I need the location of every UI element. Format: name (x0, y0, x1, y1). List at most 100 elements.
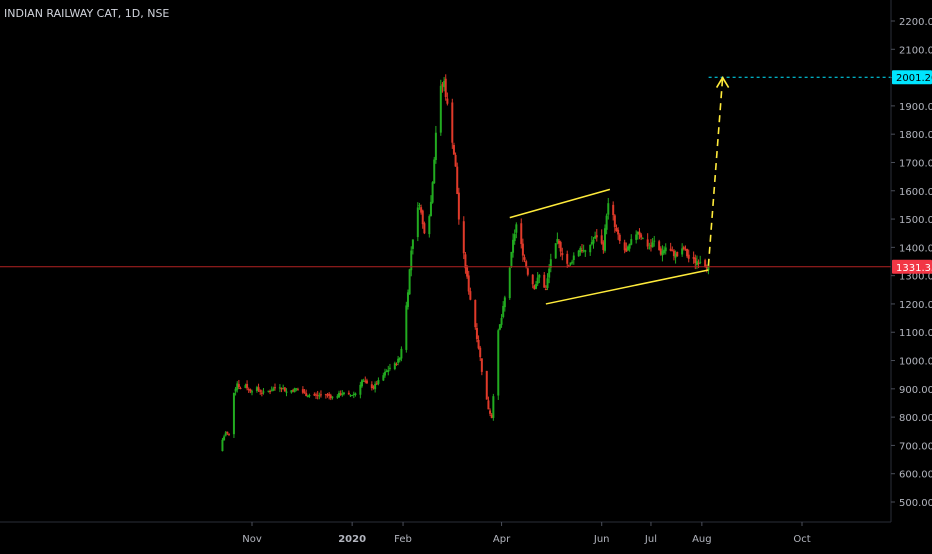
candle-body (515, 224, 518, 233)
candle-body (462, 221, 465, 254)
candle-body (457, 192, 460, 220)
candle-body (684, 249, 687, 251)
candle-body (533, 285, 536, 290)
y-tick-label: 1400.00 (899, 243, 932, 254)
candle-body (526, 268, 529, 275)
candle-body (224, 432, 227, 436)
candle-body (365, 380, 368, 384)
candle-body (618, 234, 621, 241)
x-tick-label: Apr (493, 534, 511, 545)
y-tick-label: 1000.00 (899, 357, 932, 368)
candle-body (646, 239, 649, 247)
candle-body (475, 327, 478, 340)
candle-body (479, 347, 482, 358)
candle-body (474, 299, 477, 328)
candle-body (282, 388, 285, 390)
candle-body (577, 250, 580, 257)
candle-body (559, 242, 562, 252)
candle-body (431, 182, 434, 203)
candle-body (398, 357, 401, 361)
candle-body (228, 433, 231, 435)
candle-body (374, 383, 377, 390)
candle-body (664, 247, 667, 252)
candle-body (513, 234, 516, 242)
candle-body (498, 324, 501, 330)
candle-body (408, 269, 411, 295)
candle-body (439, 85, 442, 133)
candle-body (423, 223, 426, 234)
y-tick-label: 2200.00 (899, 17, 932, 28)
candle-body (315, 394, 318, 396)
y-tick-label: 1800.00 (899, 130, 932, 141)
candle-body (454, 154, 457, 167)
projection-arrow-head (715, 76, 730, 88)
candle-body (421, 210, 424, 225)
x-tick-label: Jun (593, 534, 610, 545)
candle-body (338, 392, 341, 398)
candle-body (262, 391, 265, 393)
candle-body (370, 384, 373, 389)
candle-body (305, 393, 308, 396)
candle-body (487, 400, 490, 410)
candle-body (648, 247, 651, 249)
candle-body (638, 231, 641, 235)
candle-body (556, 238, 559, 243)
candle-body (490, 414, 493, 418)
y-tick-label: 1900.00 (899, 102, 932, 113)
candle-body (303, 391, 306, 393)
candle-body (535, 284, 538, 289)
candle-body (410, 250, 413, 271)
candle-body (292, 390, 295, 392)
candle-body (600, 235, 603, 244)
candle-body (692, 256, 695, 259)
candle-body (566, 253, 569, 264)
x-tick-label: Aug (692, 534, 712, 545)
candle-body (443, 80, 446, 88)
candle-body (704, 260, 707, 267)
candle-body (280, 388, 283, 390)
candle-body (544, 288, 547, 290)
candle-body (285, 391, 288, 393)
candle-body (295, 388, 298, 390)
candle-body (464, 254, 467, 269)
candle-body (497, 330, 500, 396)
candle-body (617, 229, 620, 235)
candle-body (477, 339, 480, 349)
x-tick-label: Feb (394, 534, 412, 545)
candle-body (485, 370, 488, 400)
candle-body (293, 388, 296, 392)
candle-body (306, 395, 309, 398)
candle-body (232, 392, 235, 435)
y-tick-label: 1500.00 (899, 215, 932, 226)
target-price-tag-bg (892, 70, 932, 85)
candle-body (649, 245, 652, 247)
candle-body (569, 262, 572, 265)
candle-body (508, 267, 511, 299)
candle-body (705, 266, 708, 269)
candle-body (579, 247, 582, 253)
candle-body (382, 375, 385, 381)
candle-body (628, 243, 631, 249)
candle-body (582, 250, 585, 252)
candle-body (296, 389, 299, 391)
candle-body (536, 277, 539, 284)
candle-body (388, 367, 391, 369)
candle-body (418, 205, 421, 207)
candle-body (429, 201, 432, 216)
candle-body (623, 242, 626, 251)
y-tick-label: 800.00 (899, 413, 932, 424)
candle-body (543, 274, 546, 288)
candle-body (653, 240, 656, 242)
candle-body (592, 239, 595, 244)
candle-body (452, 145, 455, 155)
candle-body (359, 384, 362, 395)
candle-body (351, 395, 354, 397)
candle-body (681, 248, 684, 255)
candle-body (651, 242, 654, 248)
candle-body (659, 248, 662, 255)
candle-body (641, 238, 644, 240)
candle-body (590, 242, 593, 245)
y-tick-label: 600.00 (899, 470, 932, 481)
candle-body (571, 261, 574, 263)
